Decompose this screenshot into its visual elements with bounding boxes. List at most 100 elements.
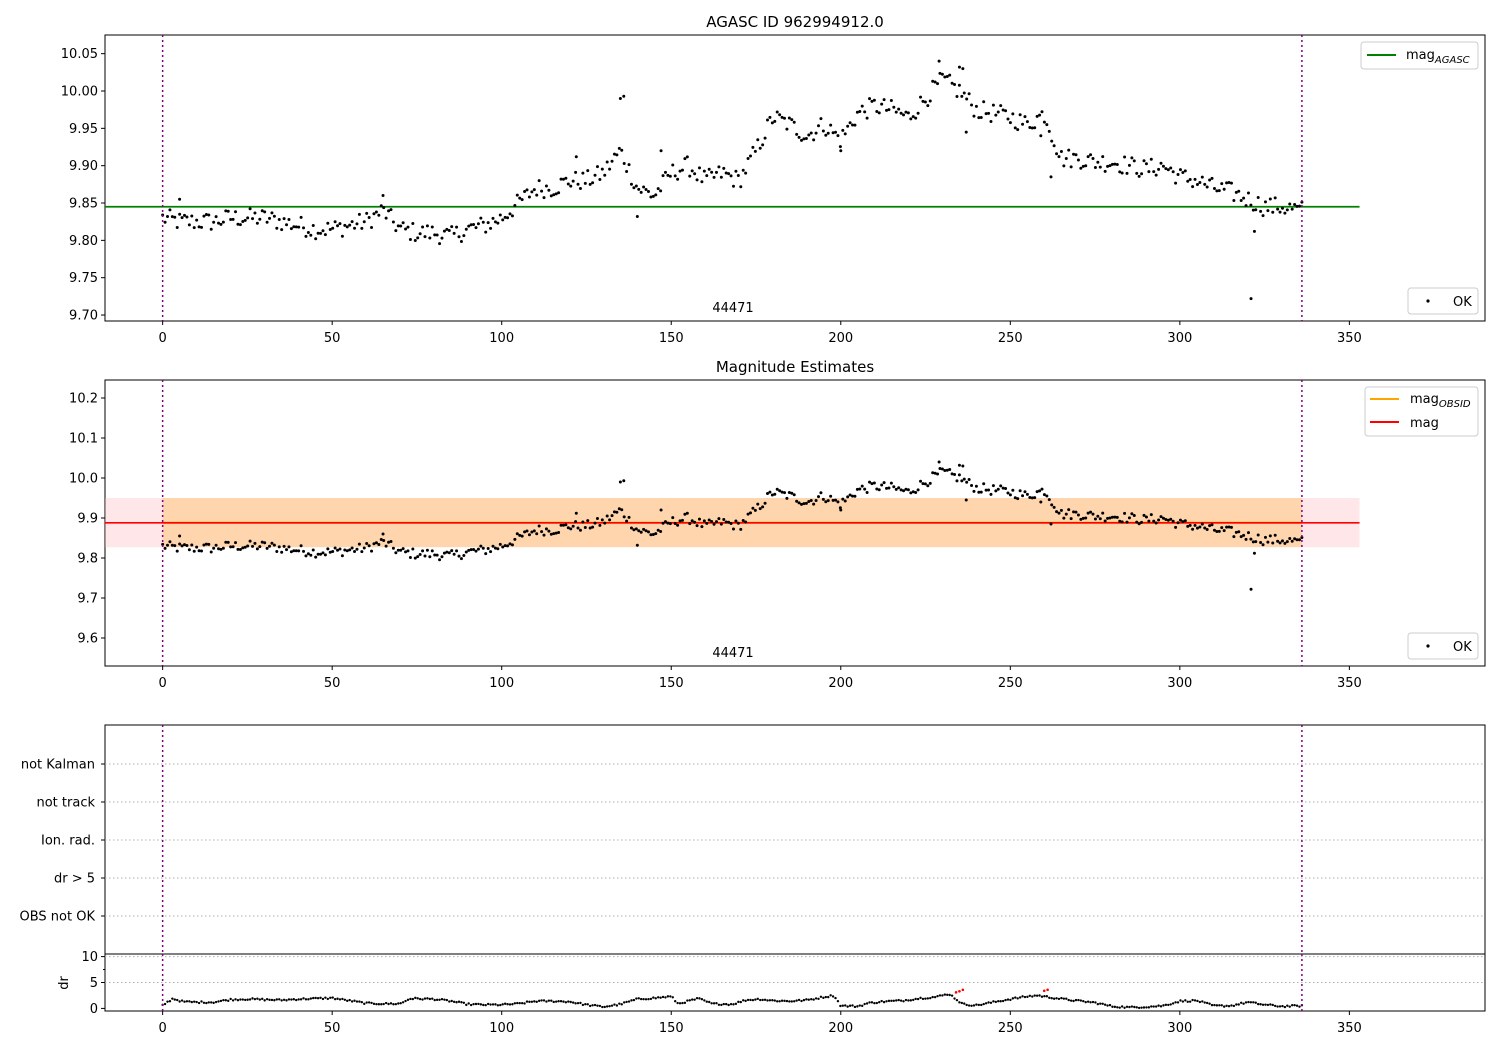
estimates-data-point <box>1081 516 1085 520</box>
agasc-xtick-label: 250 <box>998 331 1023 346</box>
agasc-xtick-label: 150 <box>659 331 684 346</box>
agasc-data-point <box>438 242 442 246</box>
agasc-xtick-label: 100 <box>489 331 514 346</box>
estimates-data-point <box>1254 540 1258 544</box>
agasc-data-point <box>610 159 614 163</box>
agasc-data-point <box>381 194 385 198</box>
estimates-data-point <box>982 482 986 486</box>
estimates-data-point <box>304 554 308 558</box>
agasc-data-point <box>197 225 201 229</box>
agasc-data-point <box>1210 176 1214 180</box>
dr-data-point <box>1106 1004 1109 1007</box>
dr-data-point <box>766 999 769 1002</box>
agasc-data-point <box>207 213 211 217</box>
dr-data-point <box>1244 1001 1248 1004</box>
agasc-data-point <box>578 186 582 190</box>
agasc-data-point <box>836 134 840 138</box>
dr-data-point <box>457 1000 461 1003</box>
agasc-data-point <box>340 234 344 238</box>
agasc-data-point <box>379 204 383 208</box>
dr-data-point <box>401 1001 405 1004</box>
estimates-data-point <box>933 471 937 475</box>
estimates-data-point <box>683 512 687 516</box>
estimates-data-point <box>314 555 318 559</box>
dr-data-point <box>931 995 934 999</box>
estimates-data-point <box>367 544 371 548</box>
dr-ytick-label: 10 <box>81 950 98 965</box>
estimates-data-point <box>906 488 910 492</box>
dr-data-point <box>608 1004 611 1008</box>
estimates-data-point <box>1035 490 1039 494</box>
agasc-data-point <box>1161 164 1165 168</box>
agasc-data-point <box>659 189 663 193</box>
agasc-data-point <box>523 189 527 193</box>
estimates-data-point <box>1091 512 1095 516</box>
estimates-data-point <box>510 543 514 547</box>
estimates-data-point <box>717 517 721 521</box>
dr-data-point <box>1060 996 1063 1000</box>
dr-data-point <box>1162 1004 1165 1007</box>
agasc-data-point <box>622 162 626 166</box>
agasc-data-point <box>926 104 930 108</box>
agasc-data-point <box>637 187 641 191</box>
estimates-data-point <box>625 519 629 523</box>
estimates-data-point <box>1118 519 1122 523</box>
dr-data-point <box>1164 1003 1168 1007</box>
agasc-data-point <box>872 98 876 102</box>
dr-data-point <box>440 997 444 1001</box>
estimates-data-point <box>979 490 983 494</box>
dr-data-point <box>844 1004 847 1007</box>
agasc-ytick-label: 9.85 <box>69 197 98 212</box>
dr-data-point <box>363 1002 366 1006</box>
dr-data-point <box>605 1005 609 1008</box>
agasc-data-point <box>773 119 777 123</box>
dr-data-point <box>520 1001 524 1005</box>
estimates-data-point <box>1039 500 1043 504</box>
dr-data-point <box>703 999 706 1002</box>
agasc-data-point <box>649 195 653 199</box>
dr-data-point <box>275 998 279 1001</box>
dr-data-point <box>839 1004 842 1008</box>
agasc-data-point <box>552 193 556 197</box>
dr-data-point <box>1222 1005 1226 1008</box>
dr-data-point <box>304 998 308 1001</box>
dr-data-point <box>197 1001 201 1005</box>
agasc-data-point <box>246 216 250 220</box>
estimates-data-point <box>1016 497 1020 501</box>
estimates-data-point <box>1149 513 1153 517</box>
agasc-data-point <box>268 216 272 220</box>
dr-data-point <box>574 1002 577 1005</box>
agasc-data-point <box>350 220 354 224</box>
agasc-data-point <box>1283 211 1287 215</box>
dr-data-point <box>1065 997 1068 1000</box>
estimates-data-point <box>921 482 925 486</box>
dr-data-point <box>632 998 636 1002</box>
agasc-data-point <box>1232 199 1236 203</box>
agasc-data-point <box>792 120 796 124</box>
dr-data-point <box>1123 1006 1126 1009</box>
estimates-data-point <box>622 515 626 519</box>
agasc-data-point <box>360 226 364 230</box>
dr-data-point <box>647 997 650 1001</box>
agasc-data-point <box>775 110 779 114</box>
estimates-data-point <box>1055 510 1059 514</box>
dr-data-point <box>1171 1002 1175 1005</box>
estimates-data-point <box>957 473 961 477</box>
estimates-data-point <box>931 471 935 475</box>
estimates-data-point <box>926 484 930 488</box>
estimates-data-point <box>656 528 660 532</box>
estimates-data-point <box>642 527 646 531</box>
estimates-data-point <box>911 490 915 494</box>
dr-data-point <box>547 999 551 1002</box>
estimates-data-point <box>321 551 325 555</box>
agasc-data-point <box>1259 209 1263 213</box>
agasc-data-point <box>202 214 206 218</box>
agasc-data-point <box>1251 208 1255 212</box>
estimates-data-point <box>897 486 901 490</box>
estimates-data-point <box>600 518 604 522</box>
estimates-data-point <box>974 484 978 488</box>
dr-data-point <box>897 998 900 1002</box>
agasc-data-point <box>1004 109 1008 113</box>
estimates-data-point <box>659 529 663 533</box>
dr-data-point <box>644 998 648 1001</box>
